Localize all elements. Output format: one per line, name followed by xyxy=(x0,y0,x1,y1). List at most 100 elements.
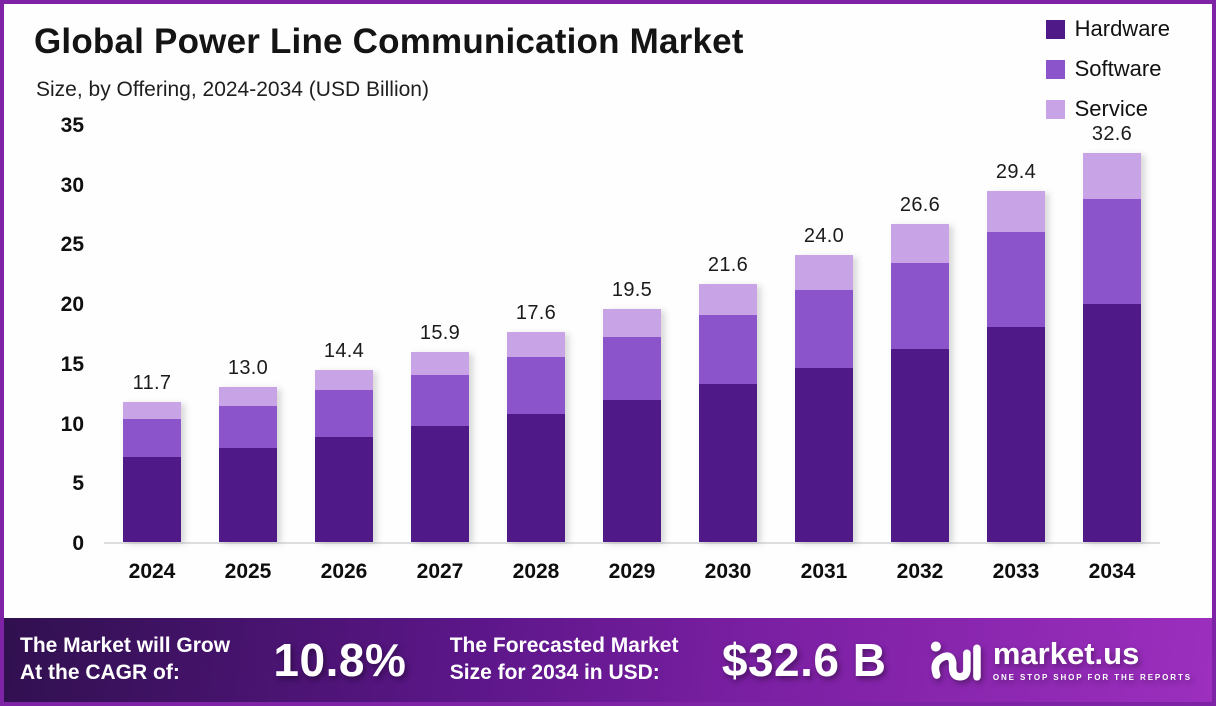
bar-segment-service xyxy=(411,352,469,375)
bar-segment-hardware xyxy=(891,348,949,542)
x-tick-label: 2031 xyxy=(800,560,848,583)
bar-segment-service xyxy=(891,224,949,263)
bar-segment-hardware xyxy=(795,367,853,542)
bar-total-label: 29.4 xyxy=(995,160,1037,183)
bar-segment-software xyxy=(315,390,373,437)
bar-stack-2033 xyxy=(987,190,1045,542)
bar-segment-hardware xyxy=(987,327,1045,542)
bar-segment-software xyxy=(891,262,949,349)
bar-group-2029: 19.5 xyxy=(584,126,680,542)
bar-segment-software xyxy=(795,290,853,368)
bar-stack-2027 xyxy=(411,352,469,542)
bar-stack-2024 xyxy=(123,402,181,542)
legend-swatch-icon xyxy=(1045,19,1065,39)
bar-segment-service xyxy=(795,255,853,291)
bars-row: 11.7 13.0 14.4 15.9 17.6 19.5 21.6 24.0 26.6 29.4… xyxy=(104,122,1160,542)
bar-stack-2029 xyxy=(603,309,661,542)
brand-name: market.us xyxy=(992,636,1140,671)
bar-group-2031: 24.0 xyxy=(776,126,872,542)
bar-segment-hardware xyxy=(1083,304,1141,542)
y-tick-label: 5 xyxy=(72,472,84,496)
bar-segment-software xyxy=(987,231,1045,328)
bar-total-label: 32.6 xyxy=(1091,122,1133,145)
x-tick-label: 2034 xyxy=(1088,560,1136,583)
bar-group-2030: 21.6 xyxy=(680,126,776,542)
x-tick-label: 2032 xyxy=(896,560,944,583)
market-us-logo-icon xyxy=(930,641,981,681)
bar-segment-service xyxy=(507,331,565,357)
bar-segment-software xyxy=(1083,199,1141,305)
legend-item-software: Software xyxy=(1045,56,1170,82)
forecast-label: The Forecasted Market Size for 2034 in U… xyxy=(449,634,679,684)
y-tick-label: 20 xyxy=(60,293,84,317)
bar-group-2032: 26.6 xyxy=(872,126,968,542)
bar-total-label: 13.0 xyxy=(227,356,269,379)
bar-group-2024: 11.7 xyxy=(104,126,200,542)
bar-total-label: 15.9 xyxy=(419,322,461,345)
page-subtitle: Size, by Offering, 2024-2034 (USD Billio… xyxy=(36,78,429,101)
bar-segment-service xyxy=(699,284,757,316)
plot-area: 11.7 13.0 14.4 15.9 17.6 19.5 21.6 24.0 26.6 29.4… xyxy=(104,122,1160,544)
legend-swatch-icon xyxy=(1045,59,1065,79)
legend-item-hardware: Hardware xyxy=(1045,16,1170,42)
bar-stack-2026 xyxy=(315,370,373,542)
bar-segment-service xyxy=(123,402,181,420)
bar-segment-software xyxy=(219,405,277,448)
x-tick-label: 2024 xyxy=(128,560,176,583)
bar-segment-software xyxy=(603,336,661,400)
y-axis: 0 5 10 15 20 25 30 35 xyxy=(34,114,92,555)
bar-segment-software xyxy=(123,419,181,458)
legend-item-service: Service xyxy=(1045,96,1170,122)
x-tick-label: 2029 xyxy=(608,560,656,583)
bar-segment-service xyxy=(1083,152,1141,200)
bar-total-label: 14.4 xyxy=(323,340,365,363)
legend-label: Service xyxy=(1074,96,1148,121)
brand-tagline: ONE STOP SHOP FOR THE REPORTS xyxy=(992,673,1192,682)
bar-total-label: 19.5 xyxy=(611,279,653,302)
y-tick-label: 15 xyxy=(60,352,84,376)
bar-group-2027: 15.9 xyxy=(392,126,488,542)
cagr-label: The Market will Grow At the CAGR of: xyxy=(20,634,231,684)
bar-segment-hardware xyxy=(699,384,757,542)
x-tick-label: 2033 xyxy=(992,560,1040,583)
x-tick-label: 2026 xyxy=(320,560,368,583)
bar-segment-hardware xyxy=(411,426,469,542)
bar-stack-2031 xyxy=(795,255,853,542)
bar-segment-service xyxy=(987,190,1045,232)
bar-stack-2030 xyxy=(699,284,757,542)
bar-total-label: 11.7 xyxy=(132,372,172,395)
bar-segment-software xyxy=(411,374,469,427)
chart-legend: Hardware Software Service xyxy=(1045,16,1170,122)
bar-segment-software xyxy=(699,315,757,385)
y-tick-label: 10 xyxy=(60,412,84,436)
bar-stack-2034 xyxy=(1083,152,1141,542)
x-axis: 2024 2025 2026 2027 2028 2029 2030 2031 2032 2033… xyxy=(104,560,1160,584)
legend-swatch-icon xyxy=(1045,99,1065,119)
x-tick-label: 2030 xyxy=(704,560,752,583)
bar-group-2026: 14.4 xyxy=(296,126,392,542)
bar-stack-2025 xyxy=(219,386,277,542)
bar-segment-hardware xyxy=(315,436,373,542)
bar-group-2028: 17.6 xyxy=(488,126,584,542)
bar-segment-service xyxy=(603,309,661,337)
legend-label: Hardware xyxy=(1074,16,1170,41)
bar-group-2034: 32.6 xyxy=(1064,122,1160,542)
bar-stack-2032 xyxy=(891,224,949,542)
bar-group-2033: 29.4 xyxy=(968,126,1064,542)
y-tick-label: 0 xyxy=(72,532,84,555)
bar-segment-hardware xyxy=(219,447,277,542)
bar-stack-2028 xyxy=(507,331,565,542)
forecast-value: $32.6 B xyxy=(721,634,887,686)
bar-segment-service xyxy=(315,370,373,391)
page-title: Global Power Line Communication Market xyxy=(34,22,744,61)
brand-logo: market.us ONE STOP SHOP FOR THE REPORTS xyxy=(930,635,1192,685)
bar-segment-hardware xyxy=(603,399,661,542)
bar-group-2025: 13.0 xyxy=(200,126,296,542)
bar-segment-hardware xyxy=(507,414,565,542)
bar-total-label: 21.6 xyxy=(707,254,749,277)
y-tick-label: 25 xyxy=(60,233,84,257)
x-tick-label: 2025 xyxy=(224,560,272,583)
bar-segment-software xyxy=(507,356,565,415)
legend-label: Software xyxy=(1074,56,1162,81)
x-tick-label: 2027 xyxy=(416,560,464,583)
